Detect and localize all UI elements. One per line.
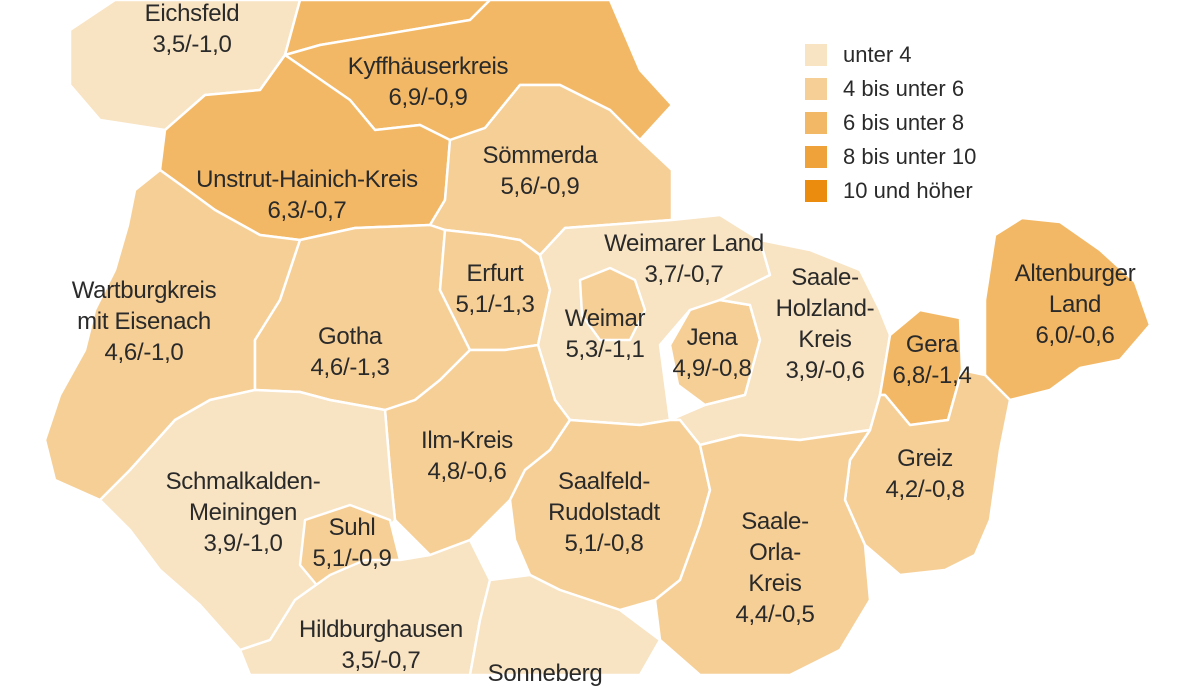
region-name: Gera (905, 331, 959, 358)
region-saale-orla-kreis[interactable] (653, 428, 872, 675)
region-value: 4,6/-1,3 (310, 354, 390, 381)
region-name-line2: Orla- (749, 539, 801, 566)
region-name: Wartburgkreis (71, 277, 217, 304)
region-name-line3: Kreis (798, 326, 852, 353)
legend-swatch (805, 112, 827, 134)
region-name-line2: Meiningen (188, 499, 298, 526)
legend-item: unter 4 (805, 38, 976, 72)
legend-label: 10 und höher (843, 178, 973, 203)
region-value: 5,1/-0,9 (312, 545, 392, 572)
region-name: Suhl (328, 514, 376, 541)
legend-swatch (805, 180, 827, 202)
region-name-line3: Kreis (748, 570, 802, 597)
legend-label: 4 bis unter 6 (843, 76, 965, 101)
thuringia-map (43, 0, 1152, 675)
label-weimarer-land: Weimarer Land 3,7/-0,7 (604, 228, 764, 290)
label-weimar: Weimar 5,3/-1,1 (564, 303, 646, 365)
region-value: 5,1/-1,3 (455, 291, 535, 318)
region-name: Eichsfeld (144, 0, 240, 27)
region-name-line2: mit Eisenach (77, 308, 211, 335)
label-wartburgkreis: Wartburgkreis mit Eisenach 4,6/-1,0 (72, 275, 217, 368)
region-name: Altenburger (1014, 260, 1136, 287)
label-soemmerda: Sömmerda 5,6/-0,9 (483, 140, 598, 202)
map-legend: unter 4 4 bis unter 6 6 bis unter 8 8 bi… (805, 38, 976, 208)
region-value: 6,0/-0,6 (1035, 322, 1115, 349)
label-erfurt: Erfurt 5,1/-1,3 (456, 258, 535, 320)
region-value: 3,5/-1,0 (152, 31, 232, 58)
legend-item: 4 bis unter 6 (805, 72, 976, 106)
label-eichsfeld: Eichsfeld 3,5/-1,0 (145, 0, 240, 60)
region-value: 5,1/-0,8 (564, 530, 644, 557)
region-value: 4,6/-1,0 (104, 339, 184, 366)
region-value: 4,4/-0,5 (735, 601, 815, 628)
region-value: 3,9/-0,6 (785, 357, 865, 384)
region-name: Sömmerda (482, 142, 598, 169)
label-saalfeld-rudolstadt: Saalfeld- Rudolstadt 5,1/-0,8 (548, 466, 660, 559)
region-value: 5,6/-0,9 (500, 173, 580, 200)
legend-item: 6 bis unter 8 (805, 106, 976, 140)
region-name: Erfurt (466, 260, 524, 287)
label-saale-orla-kreis: Saale- Orla- Kreis 4,4/-0,5 (736, 506, 815, 630)
label-jena: Jena 4,9/-0,8 (673, 322, 752, 384)
legend-swatch (805, 78, 827, 100)
region-weimar[interactable] (578, 266, 647, 342)
region-name: Kyffhäuserkreis (347, 53, 509, 80)
region-name: Saale- (791, 264, 859, 291)
label-schmalkalden-meiningen: Schmalkalden- Meiningen 3,9/-1,0 (166, 466, 321, 559)
label-kyffhaeuserkreis: Kyffhäuserkreis 6,9/-0,9 (347, 51, 509, 113)
region-name: Sonneberg (487, 660, 603, 687)
region-value: 6,8/-1,4 (892, 362, 972, 389)
legend-item: 8 bis unter 10 (805, 140, 976, 174)
label-ilm-kreis: Ilm-Kreis 4,8/-0,6 (421, 425, 513, 487)
region-name: Hildburghausen (299, 616, 463, 643)
legend-swatch (805, 44, 827, 66)
region-hildburghausen[interactable] (238, 538, 492, 675)
region-name-line2: Rudolstadt (548, 499, 660, 526)
label-altenburger-land: Altenburger Land 6,0/-0,6 (1015, 258, 1136, 351)
region-name: Saale- (741, 508, 809, 535)
region-value: 5,3/-1,1 (565, 336, 645, 363)
legend-swatch (805, 146, 827, 168)
region-value: 6,9/-0,9 (388, 84, 468, 111)
region-value: 4,2/-0,8 (885, 476, 965, 503)
label-sonneberg: Sonneberg (488, 658, 603, 689)
label-gera: Gera 6,8/-1,4 (893, 329, 972, 391)
label-gotha: Gotha 4,6/-1,3 (311, 321, 390, 383)
legend-item: 10 und höher (805, 174, 976, 208)
region-value: 3,9/-1,0 (203, 530, 283, 557)
region-value: 3,5/-0,7 (341, 647, 421, 674)
region-value: 4,8/-0,6 (427, 458, 507, 485)
region-name: Gotha (318, 323, 382, 350)
region-name: Ilm-Kreis (421, 427, 513, 454)
region-name-line2: Land (1048, 291, 1102, 318)
region-name: Greiz (897, 445, 953, 472)
label-unstrut-hainich-kreis: Unstrut-Hainich-Kreis 6,3/-0,7 (196, 164, 418, 226)
label-greiz: Greiz 4,2/-0,8 (886, 443, 965, 505)
region-value: 3,7/-0,7 (644, 261, 724, 288)
region-value: 4,9/-0,8 (672, 355, 752, 382)
region-name-line2: Holzland- (775, 295, 875, 322)
region-name: Jena (686, 324, 738, 351)
region-name: Schmalkalden- (165, 468, 321, 495)
legend-label: 6 bis unter 8 (843, 110, 965, 135)
region-sonneberg[interactable] (468, 573, 662, 675)
region-name: Unstrut-Hainich-Kreis (196, 166, 418, 193)
region-name: Weimar (564, 305, 646, 332)
region-name: Weimarer Land (604, 230, 764, 257)
region-name: Saalfeld- (557, 468, 651, 495)
legend-label: 8 bis unter 10 (843, 144, 977, 169)
region-value: 6,3/-0,7 (267, 197, 347, 224)
label-suhl: Suhl 5,1/-0,9 (313, 512, 392, 574)
label-hildburghausen: Hildburghausen 3,5/-0,7 (299, 614, 463, 676)
label-saale-holzland-kreis: Saale- Holzland- Kreis 3,9/-0,6 (776, 262, 875, 386)
legend-label: unter 4 (843, 42, 912, 67)
region-schmalkalden-meiningen[interactable] (98, 388, 397, 652)
